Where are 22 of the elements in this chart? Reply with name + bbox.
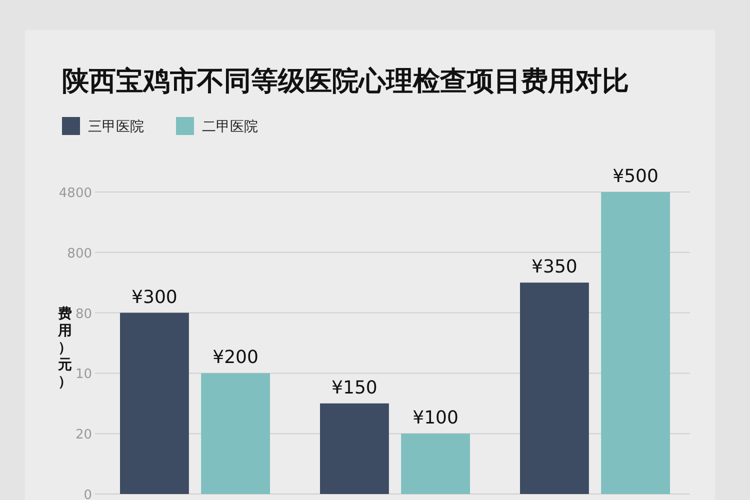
data-label: ¥150 <box>332 377 378 398</box>
bar <box>201 373 270 494</box>
bar <box>601 192 670 494</box>
chart-title: 陕西宝鸡市不同等级医院心理检查项目费用对比 <box>62 66 629 97</box>
legend-label: 二甲医院 <box>202 119 258 135</box>
bar <box>120 312 189 494</box>
text: 10 <box>75 367 92 382</box>
data-label: ¥100 <box>412 408 458 429</box>
data-label: ¥200 <box>212 347 258 368</box>
bar <box>320 403 389 494</box>
data-label: ¥500 <box>612 166 658 187</box>
text: 80 <box>75 306 92 322</box>
y-axis-title: 费用）元） <box>57 306 72 390</box>
text: 20 <box>75 428 92 443</box>
bar <box>401 434 470 494</box>
text: 0 <box>84 488 92 500</box>
text: 800 <box>67 246 92 262</box>
text: 4800 <box>58 186 92 201</box>
data-label: ¥300 <box>132 286 178 308</box>
bar <box>520 282 589 494</box>
data-label: ¥350 <box>532 256 578 278</box>
legend-label: 三甲医院 <box>88 119 144 135</box>
